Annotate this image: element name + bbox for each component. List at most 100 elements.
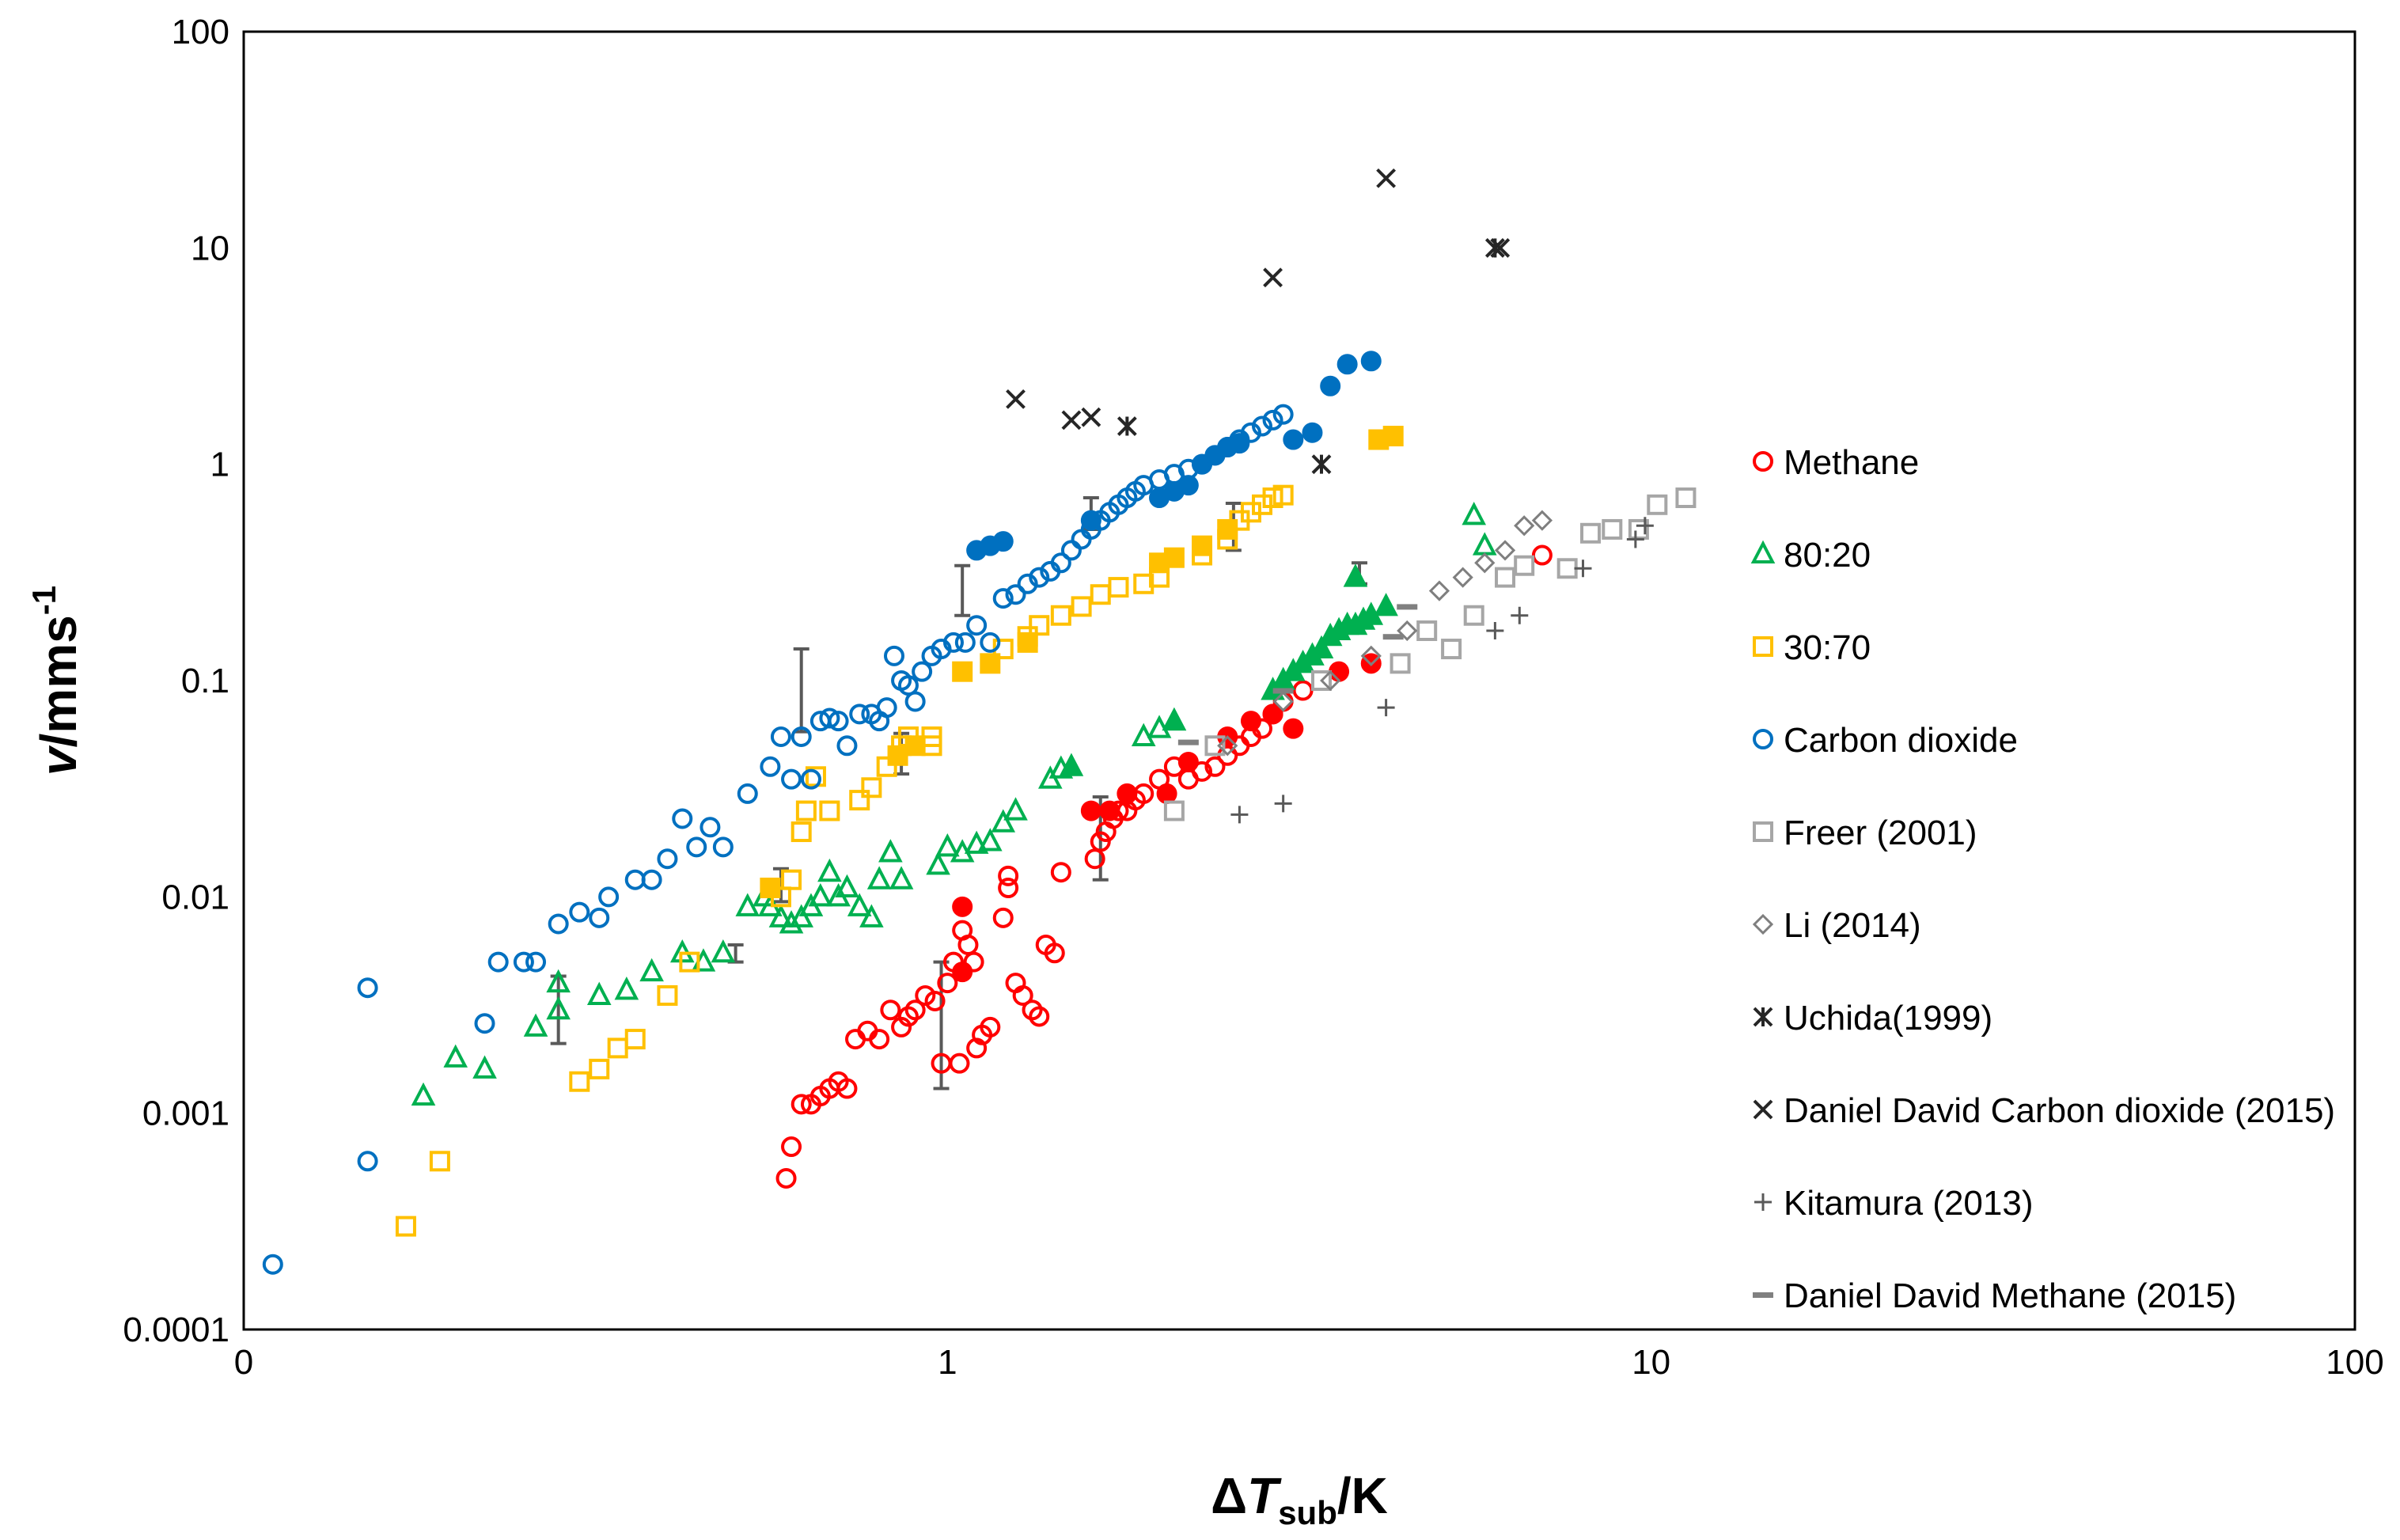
data-point	[357, 977, 378, 999]
data-point	[443, 1044, 468, 1068]
data-point	[1531, 510, 1553, 531]
legend-label: Carbon dioxide	[1784, 721, 2018, 760]
data-point-filled	[952, 661, 973, 682]
series-daniel-david-carbon-dioxide-2015	[1006, 168, 1511, 431]
data-point	[847, 893, 872, 916]
data-point-filled	[1080, 510, 1101, 531]
data-point	[775, 1167, 797, 1189]
legend-item: Freer (2001)	[1753, 814, 1977, 852]
data-point-filled	[904, 735, 926, 757]
data-point	[966, 1037, 988, 1059]
data-point	[1060, 540, 1082, 561]
data-point	[1230, 806, 1249, 824]
data-point	[472, 1055, 497, 1079]
data-point	[1133, 573, 1155, 594]
legend-marker	[1753, 451, 1773, 472]
y-tick-label: 100	[172, 13, 229, 51]
legend-marker	[1753, 729, 1773, 749]
data-point	[589, 907, 610, 928]
legend-marker	[1752, 913, 1774, 935]
data-point	[1675, 487, 1697, 509]
legend-label: Kitamura (2013)	[1784, 1184, 2033, 1223]
data-point	[876, 697, 897, 719]
data-point	[808, 883, 833, 907]
data-point	[1262, 409, 1283, 431]
data-point	[1628, 518, 1649, 540]
data-point	[836, 735, 858, 757]
legend-item: Kitamura (2013)	[1754, 1184, 2033, 1223]
data-point-filled	[1320, 375, 1341, 396]
data-point	[586, 981, 612, 1005]
data-point	[791, 1094, 812, 1115]
data-point	[474, 1013, 495, 1034]
data-point	[992, 588, 1014, 609]
legend-marker	[1753, 636, 1773, 657]
legend-item: 80:20	[1750, 536, 1871, 575]
x-tick-label: 1	[938, 1343, 957, 1382]
data-point	[737, 783, 758, 804]
data-point	[1531, 544, 1553, 566]
data-point	[1486, 622, 1504, 640]
data-point	[1602, 518, 1623, 540]
legend-label: Methane	[1784, 443, 1919, 482]
data-point	[1428, 580, 1450, 601]
data-point	[546, 996, 571, 1020]
data-point	[1117, 416, 1137, 436]
data-point	[849, 790, 870, 811]
data-point	[711, 939, 736, 963]
data-point-filled	[1336, 354, 1358, 375]
data-point	[1204, 756, 1226, 777]
series-methane	[775, 544, 1553, 1189]
data-point	[992, 907, 1014, 928]
data-point	[781, 768, 802, 790]
data-point	[770, 726, 791, 747]
data-point	[487, 951, 509, 973]
y-tick-label: 0.0001	[123, 1311, 229, 1349]
data-point	[942, 632, 964, 653]
series-carbon-dioxide	[262, 351, 1382, 1275]
data-point	[883, 645, 904, 666]
data-point-filled	[1343, 563, 1368, 587]
data-point	[781, 869, 802, 890]
legend-marker	[1753, 1292, 1773, 1298]
legend-label: Freer (2001)	[1784, 814, 1977, 852]
legend-marker	[1753, 1099, 1773, 1120]
data-point-filled	[992, 531, 1014, 552]
data-point	[1029, 1006, 1050, 1027]
data-point	[869, 1029, 890, 1050]
data-point-filled	[1162, 707, 1187, 731]
data-point	[1441, 639, 1462, 660]
data-point	[926, 852, 950, 875]
data-point	[779, 910, 804, 934]
data-point	[1390, 653, 1411, 674]
data-point-filled	[1099, 800, 1120, 821]
data-point-filled	[1156, 783, 1177, 804]
data-point-filled	[1240, 711, 1261, 732]
data-point	[546, 969, 571, 993]
data-point	[525, 951, 547, 973]
data-point-filled	[887, 745, 908, 766]
data-point	[700, 817, 721, 838]
data-point	[998, 865, 1019, 886]
series-daniel-david-methane-2015	[1177, 604, 1418, 745]
legend-marker	[1753, 821, 1773, 842]
data-point	[1397, 620, 1418, 642]
data-point	[1177, 739, 1199, 745]
data-point-filled	[952, 962, 973, 983]
data-point	[937, 973, 958, 994]
data-point	[657, 848, 678, 870]
data-point	[878, 839, 903, 863]
legend-item: Carbon dioxide	[1753, 721, 2018, 760]
data-point	[679, 951, 700, 973]
data-point	[1311, 454, 1332, 475]
data-point	[861, 777, 882, 798]
data-point	[1320, 669, 1341, 692]
data-point	[817, 858, 842, 882]
data-point	[1360, 645, 1382, 666]
data-point	[1647, 494, 1668, 515]
y-tick-label: 0.01	[161, 878, 229, 916]
y-tick-label: 0.1	[181, 662, 229, 700]
data-point	[1376, 168, 1397, 188]
data-point	[935, 833, 960, 857]
error-bar	[550, 974, 567, 1045]
